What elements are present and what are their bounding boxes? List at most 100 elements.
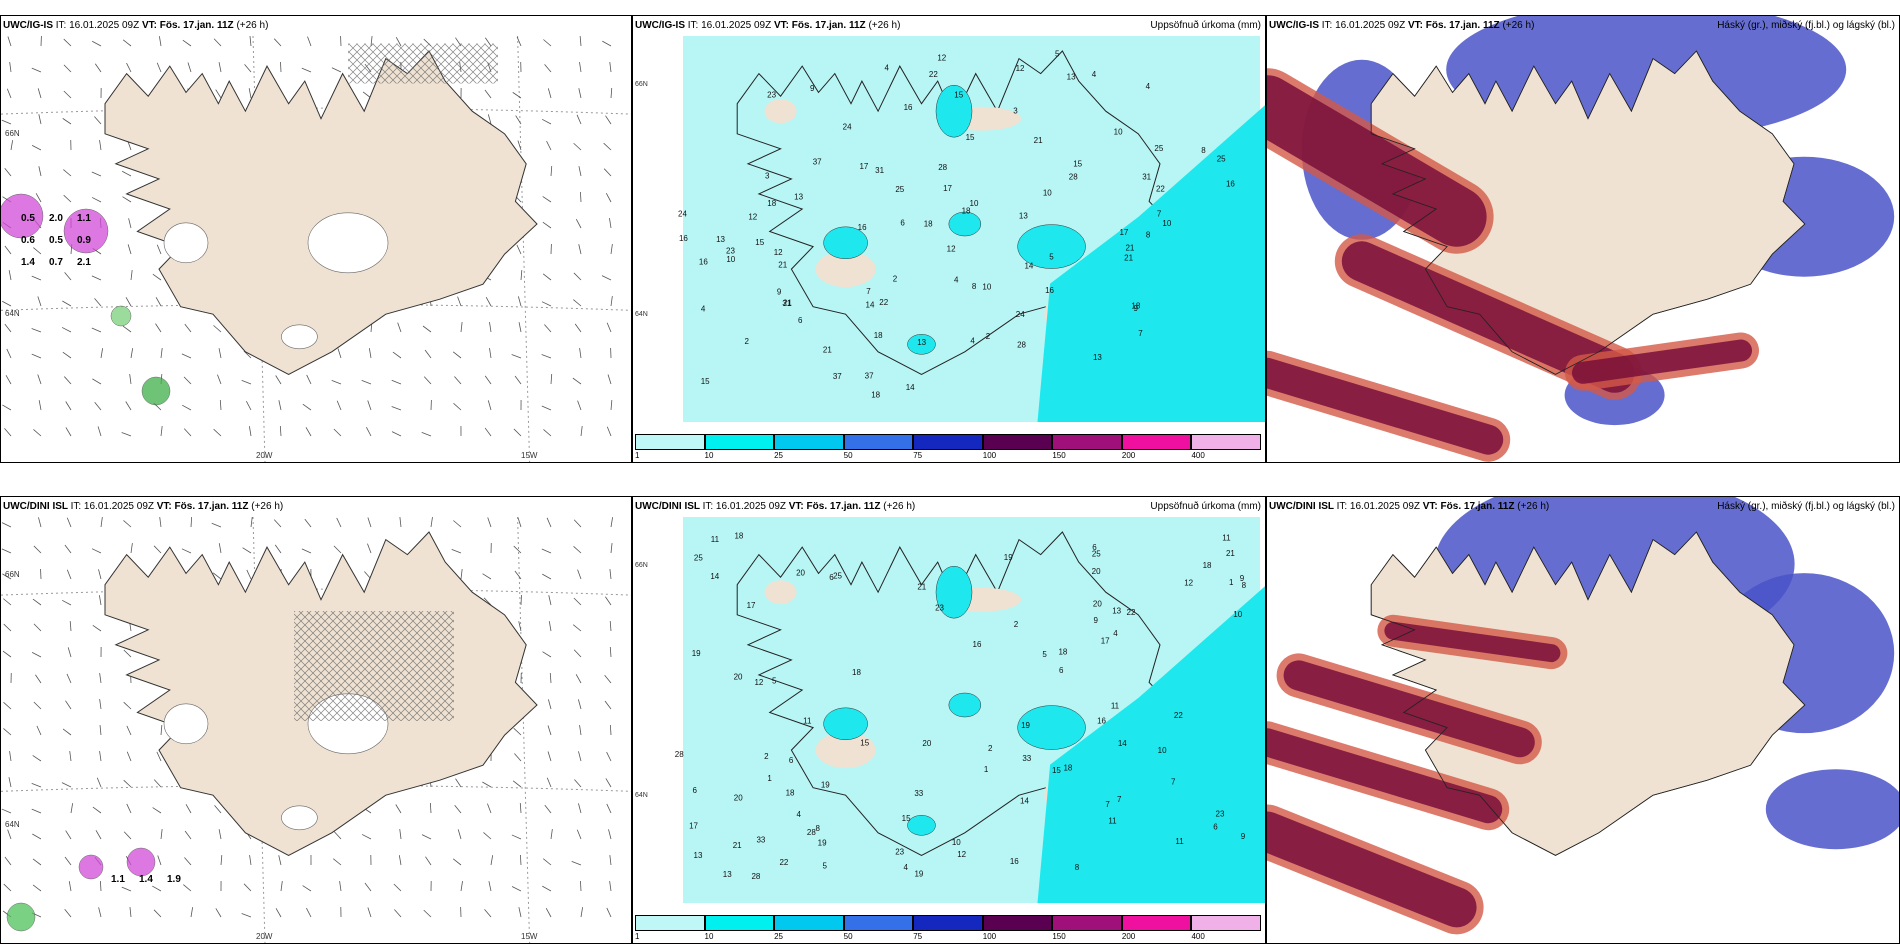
wind-barb [542, 273, 552, 281]
wind-barb [181, 548, 192, 554]
precip-value: 19 [1021, 721, 1030, 730]
wind-barb [393, 883, 402, 892]
value-label: 1.1 [77, 213, 91, 224]
wind-barb [92, 378, 102, 385]
precip-value: 5 [772, 676, 777, 685]
precip-value: 18 [767, 199, 776, 208]
precip-blob [126, 847, 156, 877]
wind-barb [35, 193, 42, 203]
map-canvas: 0.5 2.0 1.1 0.6 0.5 0.9 1.4 0.7 2.1 66N 64N 20W 15W [1, 35, 631, 462]
wind-barb [333, 831, 342, 840]
wind-barb [422, 325, 432, 333]
wind-barb [514, 375, 522, 385]
wind-barb [33, 545, 42, 554]
wind-barb [97, 426, 102, 437]
wind-barb [36, 725, 42, 736]
wind-barb [484, 427, 492, 437]
model-name: UWC/DINI ISL [3, 501, 71, 512]
wind-barb [7, 829, 12, 840]
wind-barb [31, 67, 42, 73]
wind-barb [609, 621, 612, 632]
precip-value: 25 [1092, 550, 1101, 559]
field-title: Háský (gr.), miðský (fj.bl.) og lágský (… [1717, 20, 1895, 31]
wind-barb [183, 884, 192, 892]
wind-barb [220, 855, 223, 866]
wind-barb [545, 908, 552, 918]
iceland-land [104, 50, 538, 375]
wind-barb [33, 701, 42, 710]
precip-value: 23 [767, 91, 776, 100]
wind-barb [275, 375, 282, 385]
precip-value: 7 [1171, 778, 1176, 787]
init-time: IT: 16.01.2025 09Z [1336, 501, 1423, 512]
wind-barb [606, 751, 612, 762]
wind-barb [64, 856, 72, 866]
precip-value: 1 [1229, 578, 1234, 587]
wind-barb [6, 88, 12, 99]
precip-value: 2 [893, 275, 898, 284]
wind-barb [399, 517, 402, 528]
init-time: IT: 16.01.2025 09Z [702, 501, 789, 512]
wind-barb [99, 595, 102, 606]
precip-value: 18 [1063, 763, 1072, 772]
wind-barb [452, 858, 462, 866]
precip-value: 23 [1216, 810, 1225, 819]
wind-barb [10, 140, 14, 151]
wind-barb [571, 861, 582, 866]
value-label: 1.9 [167, 874, 181, 885]
precip-value: 10 [726, 255, 735, 264]
wind-barb [484, 909, 492, 918]
panel-precip-dini: UWC/DINI ISL IT: 16.01.2025 09Z VT: Fös.… [632, 496, 1266, 944]
wind-barb [331, 380, 342, 385]
precip-value: 9 [1134, 304, 1139, 313]
precip-value: 18 [1058, 647, 1067, 656]
wind-barb [544, 64, 552, 73]
wind-barb [541, 405, 552, 411]
precip-value: 12 [957, 850, 966, 859]
precip-value: 11 [1222, 533, 1231, 542]
wind-barb [543, 429, 552, 437]
precip-value: 6 [1092, 543, 1097, 552]
wind-barb [482, 781, 492, 788]
precip-value: 33 [756, 836, 765, 845]
wind-barb [96, 777, 102, 788]
wind-barb [541, 354, 552, 359]
axis-label: 64N [635, 792, 648, 799]
precip-value: 25 [895, 185, 904, 194]
precip-value: 10 [1162, 219, 1171, 228]
high-cloud-band [1267, 75, 1487, 247]
precip-value: 5 [822, 862, 827, 871]
wind-barb [4, 428, 12, 437]
precip-value: 11 [803, 717, 812, 726]
precip-value: 6 [1059, 666, 1064, 675]
wind-barb [63, 64, 72, 73]
wind-barb [155, 297, 162, 307]
wind-barb [32, 755, 42, 762]
wind-barb [604, 675, 612, 684]
wind-barb [609, 62, 612, 73]
wind-barb [518, 907, 522, 918]
wind-barb [392, 351, 402, 359]
wind-barb [4, 167, 12, 177]
colorbar-swatch [704, 915, 775, 931]
wind-barb [5, 375, 12, 385]
precip-value: 12 [754, 678, 763, 687]
wind-barb [99, 880, 102, 892]
precip-value: 15 [1073, 160, 1082, 169]
wind-barb [572, 377, 582, 385]
wind-barb [305, 427, 312, 437]
model-name: UWC/DINI ISL [635, 501, 703, 512]
wind-barb [1, 548, 12, 554]
precip-value: 15 [755, 238, 764, 247]
wind-barb [391, 379, 402, 385]
precip-value: 13 [1112, 607, 1121, 616]
wind-barb [453, 520, 462, 528]
wind-barb [152, 807, 162, 814]
wind-barb [94, 63, 102, 73]
wind-barb [333, 545, 342, 554]
wind-barb [574, 323, 582, 333]
wind-barb [578, 803, 582, 814]
precip-cell [935, 565, 973, 619]
wind-barb [121, 170, 132, 177]
hatched-area [348, 43, 498, 84]
